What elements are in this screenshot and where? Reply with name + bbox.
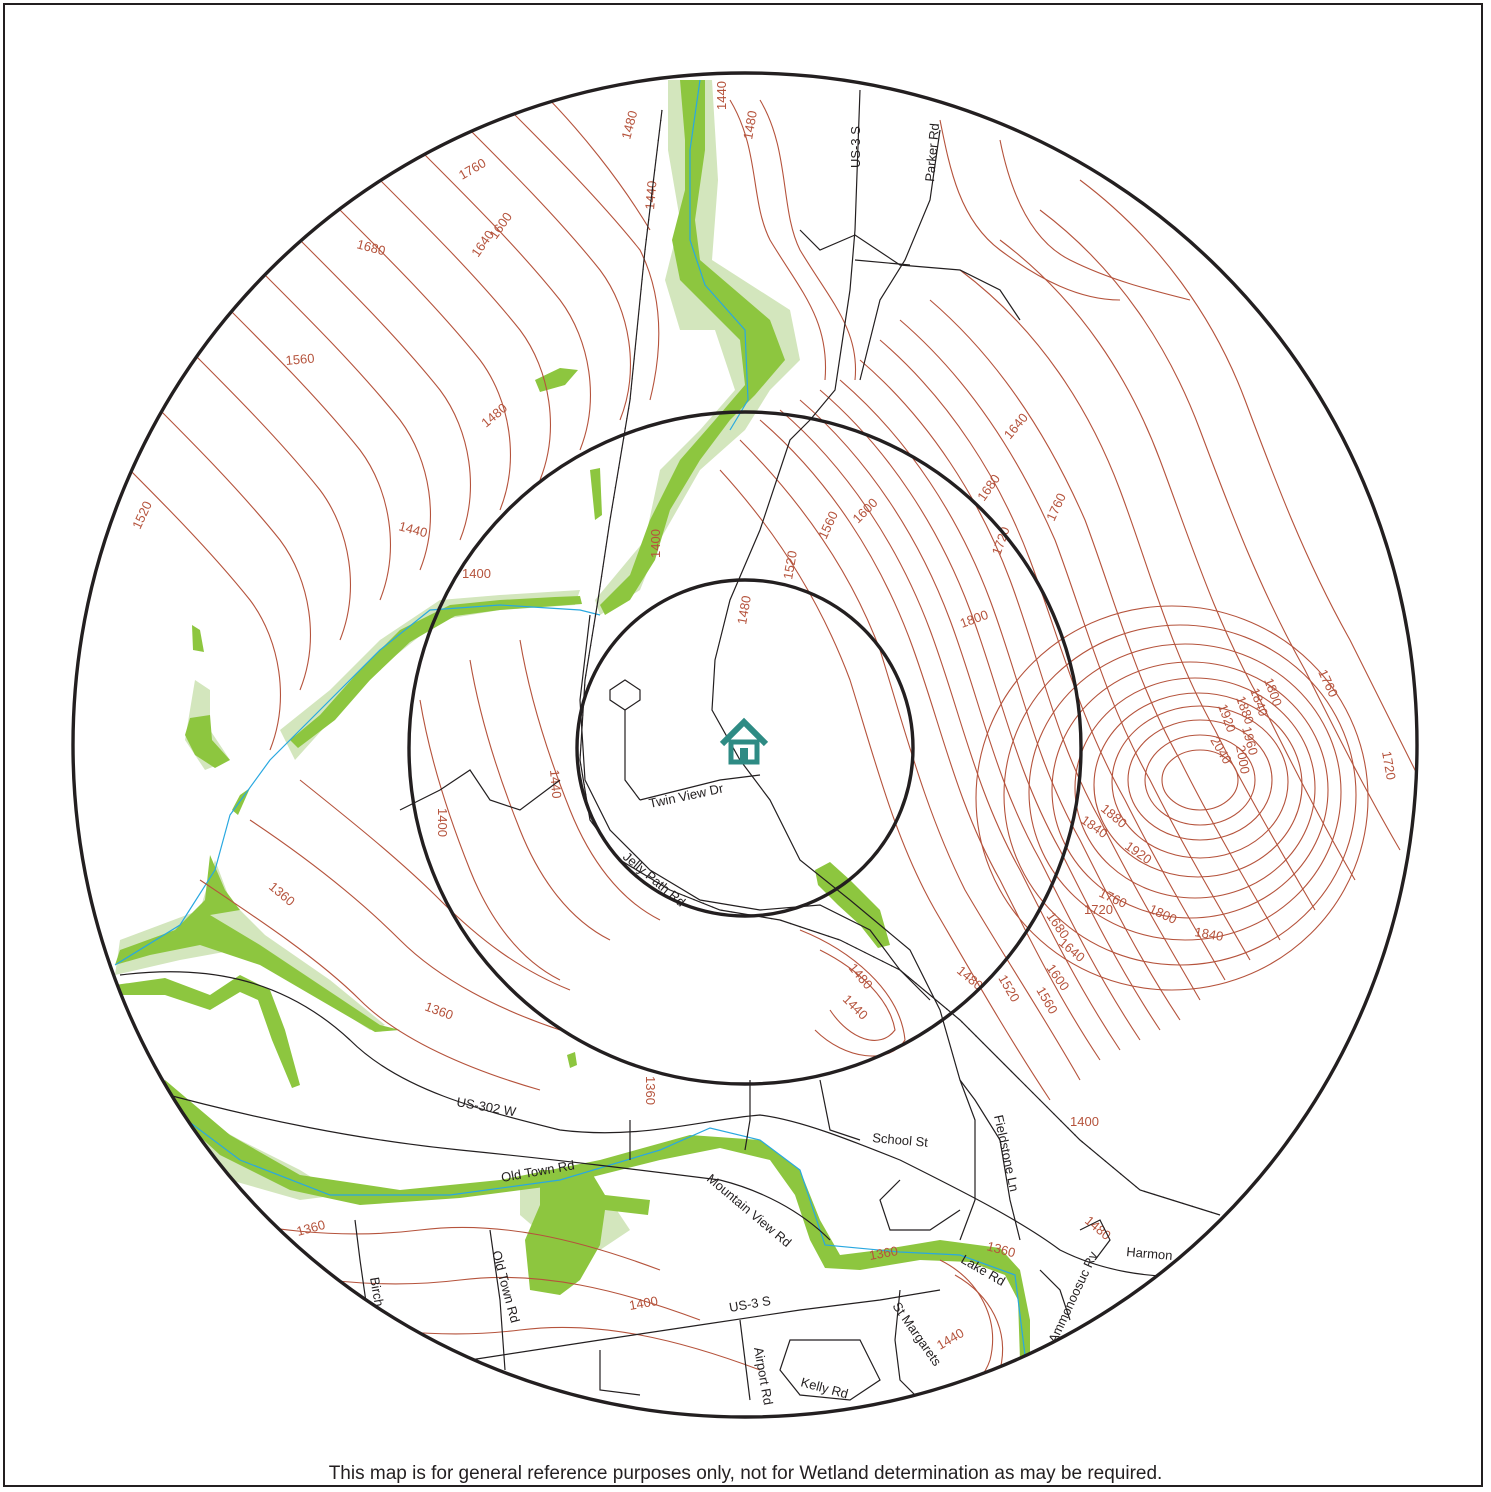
road-label: Harmon [1126,1244,1173,1263]
contour-label: 1800 [1147,901,1180,927]
contour-label: 1800 [958,607,990,631]
middle-buffer-ring [407,410,1083,1086]
contour-label: 1920 [1215,702,1239,734]
contour-label: 1920 [1122,838,1154,867]
outer-buffer-ring [71,71,1419,1419]
contour-label: 1720 [1379,750,1399,781]
contour-label: 1400 [628,1293,659,1313]
contour-label: 1480 [734,594,754,625]
contour-label: 1360 [868,1243,899,1263]
wetlands [115,80,1030,1360]
disclaimer-text: This map is for general reference purpos… [328,1463,1163,1484]
road-label: Old Town Rd [489,1249,523,1325]
streams [114,79,1026,1356]
inner-buffer-ring [575,578,915,918]
house-icon[interactable] [719,717,769,765]
contour-label: 1520 [129,499,155,532]
contour-label: 1960 [1239,725,1261,757]
contour-label: 1760 [1043,491,1069,524]
contour-label: 1680 [974,471,1003,503]
road-label: Parker Rd [922,123,942,183]
road-label: School St [872,1130,929,1150]
road-label: Birch [367,1276,387,1308]
road-label: Twin View Dr [648,780,726,811]
road-label: US-3 S [848,126,863,168]
contour-label: 1480 [478,400,510,430]
contour-label: 1400 [648,529,663,558]
contour-label: 1480 [740,109,760,140]
contour-label: 2000 [1233,744,1253,775]
contour-label: 1360 [295,1217,327,1239]
map-frame [3,3,1483,1487]
contour-label: 1560 [815,509,841,542]
roads [119,89,1201,1401]
contour-label: 1360 [985,1238,1017,1260]
contour-label: 1400 [1070,1114,1099,1129]
contour-label: 1440 [714,81,729,110]
contour-label: 1640 [1056,935,1088,965]
contour-label: 1400 [435,808,450,837]
contour-label: 1760 [1315,667,1341,700]
contour-label: 1520 [780,549,800,580]
contour-label: 1560 [285,351,315,368]
road-label: Mountain View Rd [704,1171,794,1250]
contour-label: 1360 [643,1076,658,1105]
map-content: 1440 1480 1480 1440 1760 1680 1640 1600 … [109,79,1417,1406]
contour-label: 1440 [840,992,871,1023]
contour-label: 1760 [456,155,489,182]
road-label: Fieldstone Ln [991,1114,1022,1193]
road-label: US-3 S [728,1293,772,1315]
road-label: Airport Rd [751,1346,776,1406]
contour-label: 1360 [423,999,455,1023]
contour-label: 1440 [934,1325,967,1352]
contour-label: 1400 [462,566,491,581]
contour-label: 1480 [618,109,640,141]
contour-label: 1720 [1084,902,1113,917]
contour-label: 1440 [642,180,659,210]
contour-label: 1440 [547,769,564,799]
contour-label: 1440 [397,518,429,540]
contour-label: 1640 [1001,410,1031,442]
contour-label: 1520 [995,972,1022,1005]
contour-label: 1360 [266,879,298,909]
contour-label: 1680 [355,236,387,258]
contour-label: 1600 [486,209,515,241]
buffer-rings [71,71,1419,1419]
railroads [579,109,1221,1216]
contour-label: 1840 [1193,924,1224,944]
road-label: US-302 W [455,1094,517,1119]
